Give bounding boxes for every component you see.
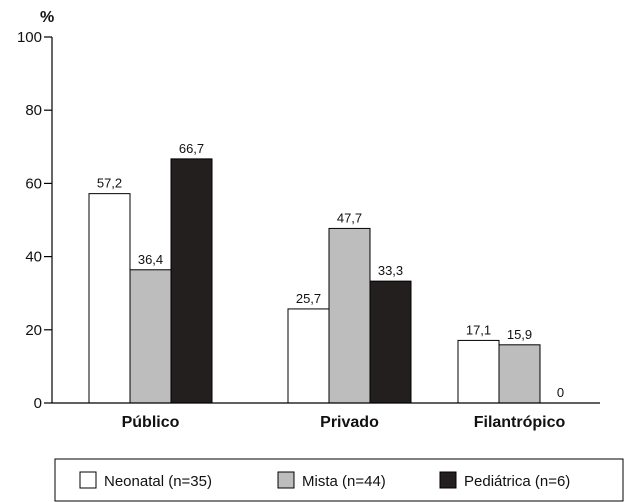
bar-value-label: 33,3 [378,263,403,278]
y-tick-label: 60 [25,175,42,192]
legend-swatch [277,471,295,489]
bar [88,193,131,404]
legend-label: Neonatal (n=35) [104,473,212,490]
bar [498,344,541,404]
legend: Neonatal (n=35) Mista (n=44) Pediátrica (n… [54,458,624,502]
bar-value-label: 17,1 [466,322,491,337]
legend-swatch [79,471,97,489]
bar-value-label: 25,7 [296,291,321,306]
bar [129,269,172,404]
legend-label: Pediátrica (n=6) [464,473,570,490]
x-axis: Público Privado Filantrópico [52,402,600,431]
y-tick-label: 20 [25,322,42,339]
x-category-label: Filantrópico [474,414,566,431]
y-tick-label: 80 [25,102,42,119]
bar-value-label: 66,7 [179,141,204,156]
bar-value-label: 0 [557,385,564,400]
legend-box [54,458,624,502]
bar-value-label: 57,2 [97,176,122,191]
bar [457,339,500,404]
y-tick-label: 100 [17,29,42,46]
y-tick-label: 40 [25,249,42,266]
bar-value-label: 36,4 [138,252,163,267]
legend-label: Mista (n=44) [302,473,386,490]
y-tick-label: 0 [34,395,42,412]
bar [287,308,330,404]
bar [328,227,371,404]
bar-value-label: 47,7 [337,210,362,225]
y-axis-unit-label: % [40,9,54,26]
x-category-label: Privado [320,414,379,431]
bar-group: 57,2 36,4 66,7 25,7 47,7 33,3 17,1 15,9 0 [88,141,564,404]
y-axis: 0 20 40 60 80 100 [17,29,53,412]
x-category-label: Público [122,414,180,431]
legend-swatch [439,471,457,489]
bar-value-label: 15,9 [507,327,532,342]
bar [369,280,412,404]
bar [170,158,213,404]
